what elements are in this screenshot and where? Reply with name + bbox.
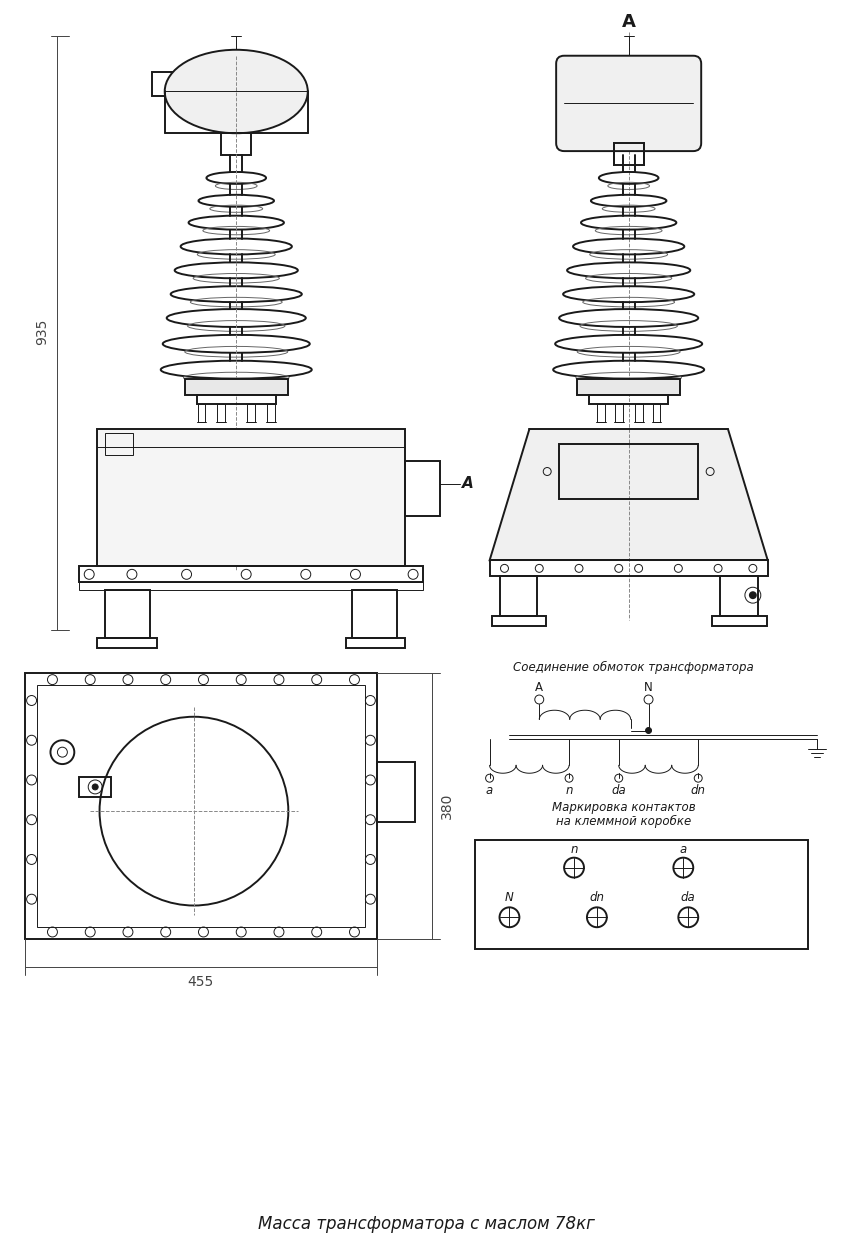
Bar [221, 134, 250, 155]
Bar [558, 444, 698, 499]
Bar [474, 840, 807, 948]
Bar [97, 638, 157, 648]
Text: a: a [486, 784, 492, 796]
Text: 455: 455 [187, 975, 213, 988]
Bar [405, 461, 440, 515]
Bar [25, 673, 377, 938]
Text: N: N [643, 681, 652, 694]
Text: Соединение обмоток трансформатора: Соединение обмоток трансформатора [513, 661, 753, 674]
Text: N: N [504, 891, 513, 904]
Text: Маркировка контактов: Маркировка контактов [551, 801, 694, 815]
Bar [267, 404, 274, 422]
Circle shape [92, 784, 98, 790]
Bar [345, 638, 405, 648]
Circle shape [749, 593, 755, 598]
FancyBboxPatch shape [556, 56, 700, 151]
Ellipse shape [164, 50, 308, 134]
Bar [596, 404, 604, 422]
Text: da: da [680, 891, 695, 904]
Bar [152, 71, 171, 96]
Text: a: a [679, 844, 686, 856]
Text: da: da [611, 784, 625, 796]
Bar [613, 144, 642, 165]
Bar [576, 378, 680, 394]
Bar [105, 590, 150, 638]
Text: A: A [621, 12, 635, 31]
Polygon shape [489, 429, 767, 560]
Bar [198, 404, 205, 422]
Bar [37, 685, 365, 927]
Bar [79, 583, 423, 590]
Bar [489, 560, 767, 577]
Bar [352, 590, 397, 638]
Bar [499, 577, 537, 617]
Text: A: A [535, 681, 543, 694]
Bar [491, 617, 545, 626]
Text: n: n [565, 784, 573, 796]
Text: dn: dn [589, 891, 604, 904]
Bar [97, 429, 405, 567]
Bar [588, 394, 668, 404]
Bar [184, 378, 288, 394]
Text: на клеммной коробке: на клеммной коробке [556, 815, 690, 829]
Bar [711, 617, 766, 626]
Bar [105, 433, 133, 456]
Text: 935: 935 [36, 318, 49, 346]
Bar [79, 567, 423, 583]
Bar [79, 778, 111, 797]
Bar [614, 404, 622, 422]
Text: Масса трансформатора с маслом 78кг: Масса трансформатора с маслом 78кг [257, 1216, 594, 1233]
Text: n: n [570, 844, 577, 856]
Circle shape [645, 728, 651, 734]
Text: dn: dn [690, 784, 705, 796]
Bar [247, 404, 255, 422]
Text: A: A [461, 477, 473, 492]
Bar [217, 404, 225, 422]
Bar [719, 577, 757, 617]
Bar [634, 404, 642, 422]
Bar [652, 404, 659, 422]
Text: 380: 380 [440, 792, 453, 819]
Bar [377, 763, 415, 821]
Bar [196, 394, 276, 404]
